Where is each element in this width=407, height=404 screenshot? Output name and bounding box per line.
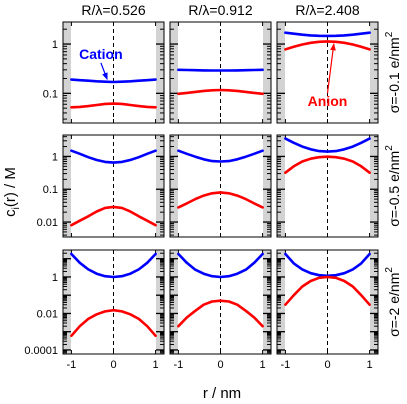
- series-line-cation: [70, 78, 157, 84]
- panel-frame: [62, 21, 165, 124]
- series-line-anion: [177, 299, 264, 328]
- y-tick-label: 1: [52, 39, 58, 51]
- row-label-2: σ=-0.5 e/nm2: [384, 145, 402, 227]
- panel-r1-c1: 0.11: [43, 21, 165, 124]
- panel-frame: [169, 249, 272, 355]
- left-wall: [63, 22, 71, 123]
- annotation-cation: Cation: [79, 46, 123, 62]
- panel-frame: [62, 134, 165, 238]
- series-line-anion: [70, 205, 157, 227]
- panel-frame: [169, 134, 272, 238]
- panel-frame: [276, 249, 379, 355]
- panel-r2-c1: 0.01 0.1 1: [37, 134, 165, 238]
- left-wall: [277, 22, 285, 123]
- column-title-3: R/λ=2.408: [295, 2, 359, 18]
- left-wall: [170, 135, 178, 237]
- y-tick-label: 1: [52, 272, 58, 284]
- series-line-anion: [284, 155, 371, 174]
- y-tick-label: 0.0001: [24, 345, 58, 357]
- x-tick-label: 0: [324, 359, 330, 371]
- series-line-cation: [177, 252, 264, 279]
- series-line-anion: [70, 102, 157, 109]
- column-title-1: R/λ=0.526: [81, 2, 145, 18]
- series-line-anion: [284, 275, 371, 307]
- column-title-2: R/λ=0.912: [188, 2, 252, 18]
- panel-r2-c3: [276, 134, 379, 238]
- panel-frame: [169, 21, 272, 124]
- right-wall: [263, 22, 271, 123]
- right-wall: [156, 22, 164, 123]
- y-axis-label-main: c: [2, 209, 19, 217]
- y-axis-label: ci(r) / M: [2, 167, 22, 217]
- series-line-cation: [177, 149, 264, 163]
- series-line-anion: [70, 308, 157, 338]
- left-wall: [170, 22, 178, 123]
- y-tick-label: 0.01: [37, 308, 58, 320]
- y-tick-label: 0.01: [37, 217, 58, 229]
- y-tick-label: 0.1: [43, 184, 58, 196]
- row-label-text: σ=-2 e/nm: [386, 273, 402, 337]
- y-tick-label: 0.1: [43, 88, 58, 100]
- panel-r3-c1: 0.0001 0.01 1 -1 0 1: [24, 249, 165, 371]
- row-label-superscript: 2: [384, 31, 395, 37]
- y-tick-label: 1: [52, 151, 58, 163]
- panel-frame: [276, 21, 379, 124]
- x-tick-label: -1: [174, 359, 184, 371]
- x-tick-label: 0: [110, 359, 116, 371]
- series-line-cation: [70, 149, 157, 164]
- row-label-3: σ=-2 e/nm2: [384, 267, 402, 337]
- series-line-anion: [177, 88, 264, 96]
- right-wall: [263, 135, 271, 237]
- left-wall: [277, 135, 285, 237]
- panel-r1-c3: [276, 21, 379, 124]
- series-line-anion: [177, 191, 264, 209]
- annotation-arrow: [326, 43, 336, 94]
- panel-frame: [276, 134, 379, 238]
- right-wall: [370, 22, 378, 123]
- series-line-cation: [70, 252, 157, 279]
- panel-r2-c2: [169, 134, 272, 238]
- y-axis-label-suffix: (r) / M: [2, 167, 19, 207]
- series-line-cation: [284, 137, 371, 153]
- annotation-anion: Anion: [308, 93, 348, 109]
- row-label-superscript: 2: [384, 267, 395, 273]
- panel-r1-c2: [169, 21, 272, 124]
- series-line-cation: [177, 68, 264, 72]
- row-label-1: σ=-0.1 e/nm2: [384, 31, 402, 113]
- right-wall: [370, 135, 378, 237]
- x-axis-label: r / nm: [203, 385, 241, 402]
- annotation-arrow: [100, 62, 108, 81]
- series-line-cation: [284, 31, 371, 38]
- x-tick-label: -1: [67, 359, 77, 371]
- x-tick-label: -1: [281, 359, 291, 371]
- x-tick-label: 1: [367, 359, 373, 371]
- row-label-text: σ=-0.5 e/nm: [386, 151, 402, 227]
- x-tick-label: 1: [260, 359, 266, 371]
- panel-frame: [62, 249, 165, 355]
- panel-r3-c3: -1 0 1: [276, 249, 379, 371]
- x-tick-label: 0: [217, 359, 223, 371]
- right-wall: [156, 135, 164, 237]
- left-wall: [63, 135, 71, 237]
- series-line-anion: [284, 40, 371, 51]
- row-label-superscript: 2: [384, 145, 395, 151]
- y-axis-label-subscript: i: [11, 207, 22, 209]
- x-tick-label: 1: [153, 359, 159, 371]
- row-label-text: σ=-0.1 e/nm: [386, 37, 402, 113]
- panel-r3-c2: -1 0 1: [169, 249, 272, 371]
